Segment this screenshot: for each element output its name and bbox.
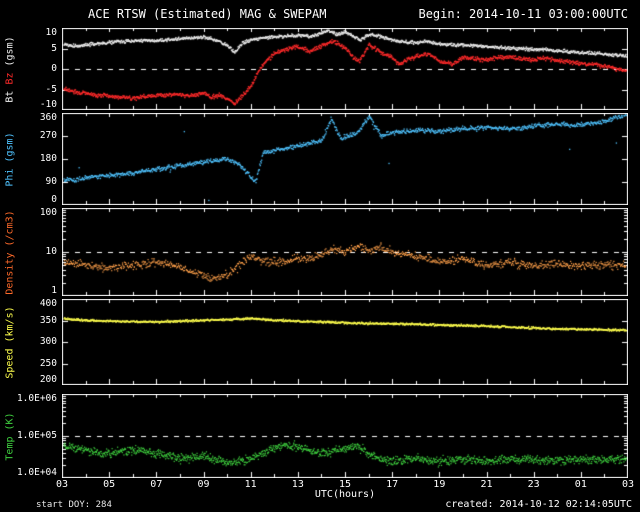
y-axis-label-text: Speed (km/s)	[4, 305, 16, 379]
x-tick-label: 11	[244, 479, 257, 490]
panel-mag	[62, 28, 628, 110]
y-tick-label: 1.0E+04	[16, 467, 57, 478]
y-tick-label: -10	[39, 99, 57, 110]
y-tick-label: 360	[39, 112, 57, 123]
y-axis-label-mag: Bt Bz (gsm)	[2, 28, 18, 110]
x-tick-label: 13	[291, 479, 304, 490]
x-axis-label: UTC(hours)	[314, 489, 376, 500]
x-tick-label: 19	[433, 479, 446, 490]
y-axis-label-temp: Temp (K)	[2, 394, 18, 478]
y-tick-label: -5	[45, 83, 57, 95]
y-tick-label: 180	[39, 153, 57, 164]
x-tick-label: 21	[480, 479, 493, 490]
y-axis-label-phi: Phi (gsm)	[2, 113, 18, 205]
y-tick-label: 1.0E+05	[16, 430, 57, 441]
y-tick-label: 10	[45, 246, 57, 257]
y-tick-label: 270	[39, 130, 57, 141]
y-tick-label: 350	[39, 314, 57, 326]
x-tick-label: 01	[574, 479, 587, 490]
panel-density	[62, 208, 628, 296]
plot-title: ACE RTSW (Estimated) MAG & SWEPAM	[88, 7, 327, 21]
panel-phi	[62, 113, 628, 205]
y-axis-label-speed: Speed (km/s)	[2, 299, 18, 385]
y-tick-label: 90	[45, 176, 57, 187]
x-tick-label: 17	[386, 479, 399, 490]
x-tick-label: 07	[150, 479, 163, 490]
x-tick-label: 09	[197, 479, 210, 490]
y-axis-label-text: Bz	[4, 65, 16, 85]
y-tick-label: 1.0E+06	[16, 393, 57, 404]
y-tick-label: 5	[51, 42, 57, 54]
y-axis-label-text: (gsm)	[4, 35, 16, 66]
y-tick-label: 400	[39, 298, 57, 309]
y-axis-label-density: Density (/cm3)	[2, 208, 18, 296]
y-tick-label: 0	[51, 63, 57, 74]
x-tick-label: 03	[621, 479, 635, 490]
x-tick-label: 23	[527, 479, 540, 490]
y-tick-label: 200	[39, 374, 57, 385]
y-axis-label-text: Temp (K)	[4, 411, 16, 461]
panel-temp	[62, 394, 628, 478]
y-tick-label: 100	[39, 207, 57, 218]
x-tick-label: 15	[338, 479, 352, 490]
y-axis-label-text: Phi (gsm)	[4, 131, 16, 187]
x-tick-label: 03	[55, 479, 69, 490]
y-axis-label-text: Bt	[4, 84, 16, 103]
y-tick-label: 300	[39, 336, 57, 347]
begin-timestamp: Begin: 2014-10-11 03:00:00UTC	[418, 7, 628, 21]
y-tick-label: 10	[45, 27, 57, 38]
panel-speed	[62, 299, 628, 385]
y-tick-label: 1	[51, 285, 57, 296]
created-timestamp: created: 2014-10-12 02:14:05UTC	[445, 499, 632, 510]
y-tick-label: 0	[51, 194, 57, 205]
y-tick-label: 250	[39, 357, 57, 369]
start-doy-label: start DOY: 284	[36, 500, 112, 510]
y-axis-label-text: Density (/cm3)	[4, 209, 16, 295]
x-tick-label: 05	[103, 479, 116, 490]
